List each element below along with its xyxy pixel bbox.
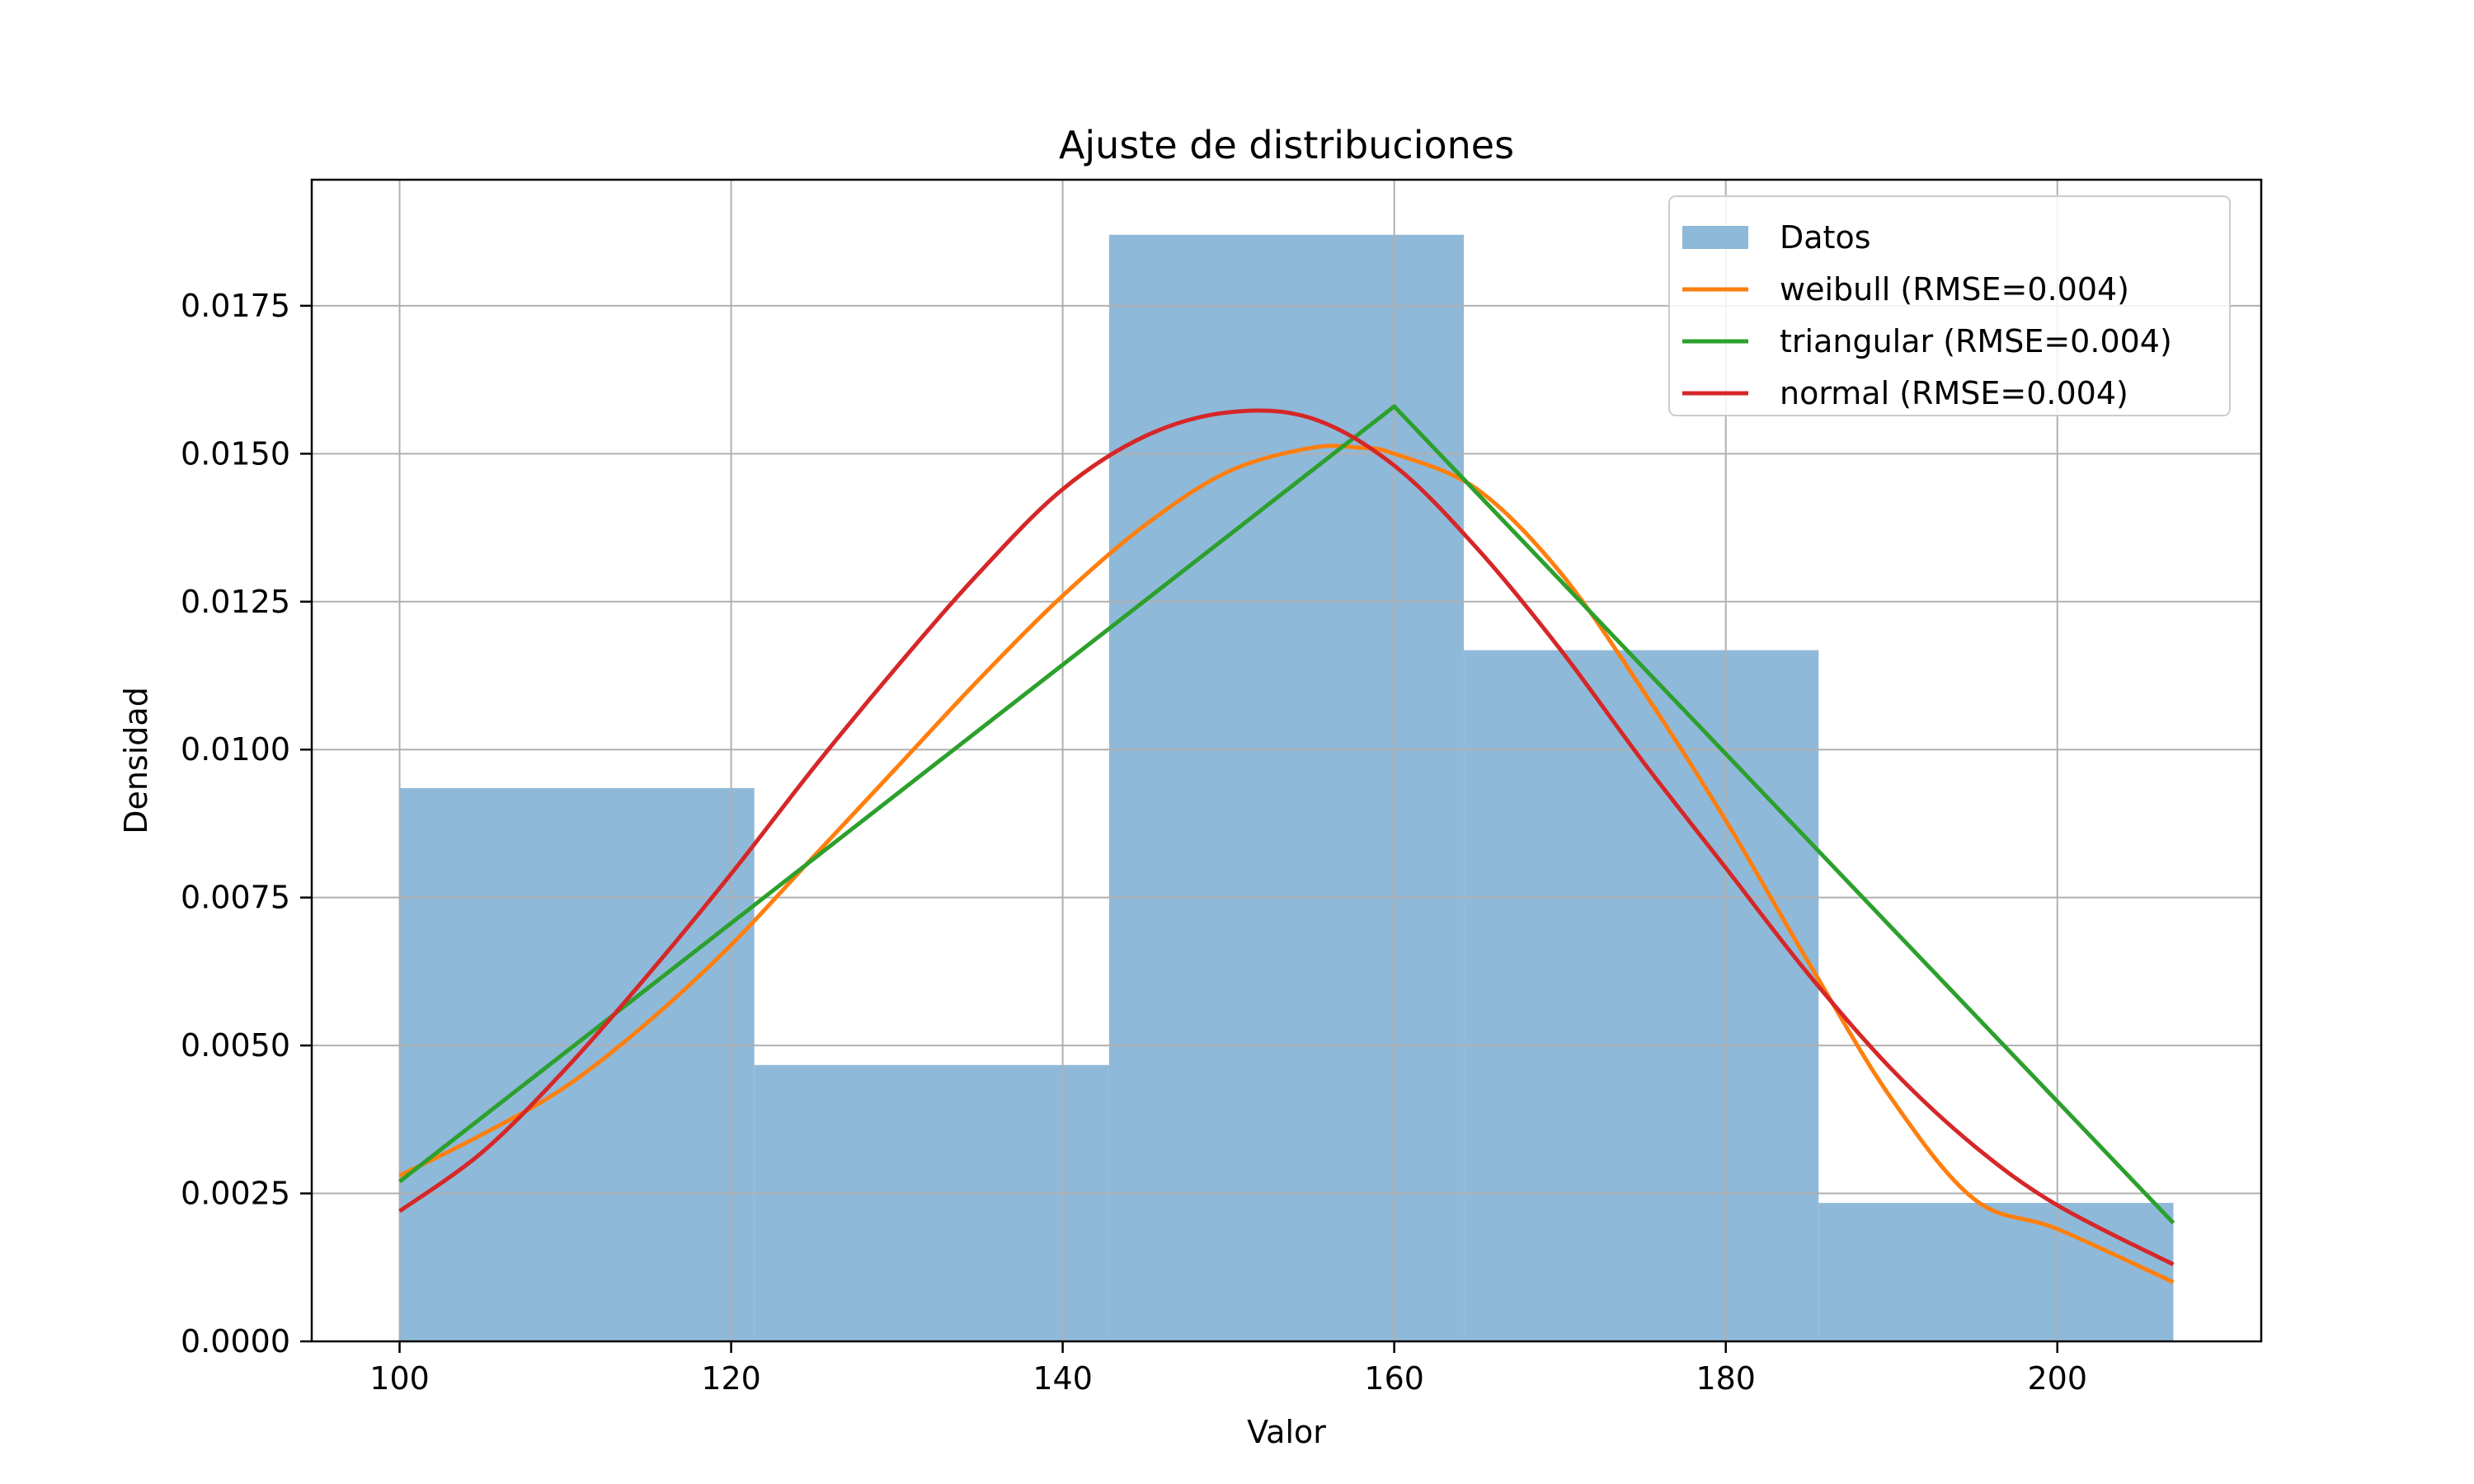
legend: Datos weibull (RMSE=0.004) triangular (RMS… xyxy=(1668,195,2231,416)
x-tick-label-0: 100 xyxy=(369,1360,430,1397)
x-tick-label-5: 200 xyxy=(2027,1360,2087,1397)
y-tick-label-4: 0.0100 xyxy=(181,731,290,768)
y-tick-label-0: 0.0000 xyxy=(181,1323,290,1360)
legend-swatch-0 xyxy=(1682,226,1748,249)
histogram-bar-4 xyxy=(1464,650,1819,1341)
y-tick-label-2: 0.0050 xyxy=(181,1027,290,1064)
y-axis-ticks: 0.0000 0.0025 0.0050 0.0075 0.0100 0.0125 0.01… xyxy=(181,288,312,1360)
series-line-2 xyxy=(398,404,2175,1225)
y-tick-label-7: 0.0175 xyxy=(181,288,290,324)
series-lines xyxy=(398,404,2175,1284)
series-line-3 xyxy=(398,408,2175,1266)
y-tick-label-3: 0.0075 xyxy=(181,880,290,916)
histogram-bar-5 xyxy=(1818,1203,2174,1341)
x-axis-ticks: 100 120 140 160 180 200 xyxy=(369,1341,2087,1397)
plot-frame xyxy=(310,178,2263,1343)
x-tick-label-4: 180 xyxy=(1696,1360,1756,1397)
legend-label-2: triangular (RMSE=0.004) xyxy=(1780,323,2172,359)
legend-box xyxy=(1668,195,2231,416)
legend-label-1: weibull (RMSE=0.004) xyxy=(1780,271,2129,308)
y-tick-label-1: 0.0025 xyxy=(181,1176,290,1212)
x-tick-label-2: 140 xyxy=(1032,1360,1093,1397)
legend-label-3: normal (RMSE=0.004) xyxy=(1780,375,2128,411)
y-axis-label: Densidad xyxy=(118,687,154,834)
x-axis-label: Valor xyxy=(1247,1414,1326,1450)
histogram-bar-2 xyxy=(754,1064,1109,1341)
legend-label-0: Datos xyxy=(1780,219,1871,256)
histogram-bar-1 xyxy=(399,787,755,1341)
x-tick-label-1: 120 xyxy=(701,1360,761,1397)
histogram-bar-3 xyxy=(1108,234,1465,1342)
y-tick-label-5: 0.0125 xyxy=(181,584,290,620)
y-tick-label-6: 0.0150 xyxy=(181,435,290,472)
x-tick-label-3: 160 xyxy=(1364,1360,1424,1397)
series-line-1 xyxy=(398,444,2175,1284)
chart-title: Ajuste de distribuciones xyxy=(1059,123,1514,167)
